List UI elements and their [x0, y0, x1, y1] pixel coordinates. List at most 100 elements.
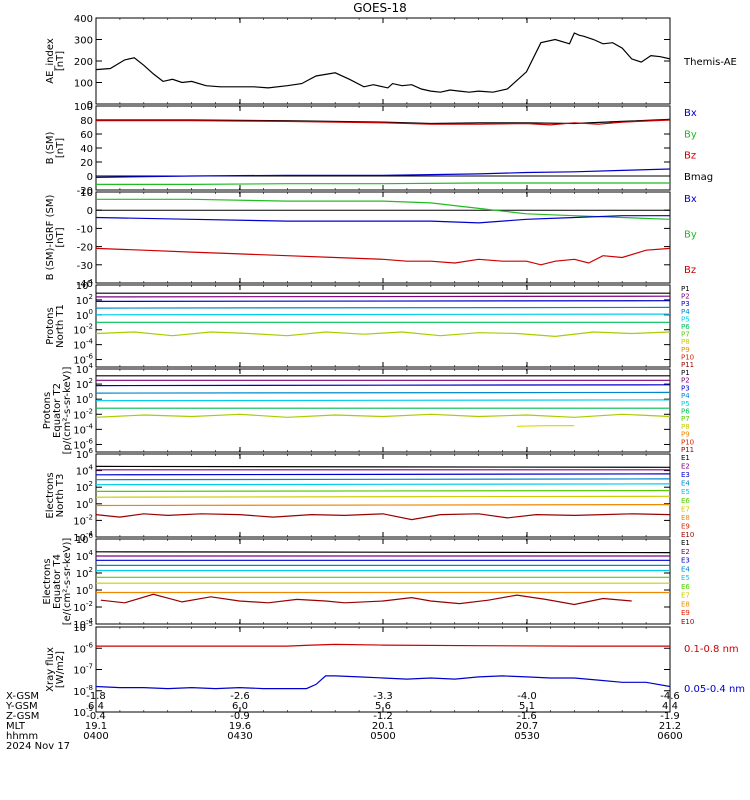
legend-entry: By — [684, 129, 697, 140]
y-tick-exponent: -4 — [86, 530, 94, 538]
page-title: GOES-18 — [353, 1, 407, 15]
y-tick-label: -30 — [77, 261, 93, 272]
y-tick-exponent: -4 — [86, 617, 94, 625]
panel-frame — [95, 191, 671, 284]
y-tick-exponent: 0 — [89, 497, 93, 505]
y-axis-label: Protons — [42, 392, 53, 429]
footer-value: 19.1 — [85, 721, 107, 732]
y-tick-exponent: 2 — [89, 566, 93, 574]
footer-value: 0530 — [514, 731, 539, 742]
legend-entry: E8 — [681, 514, 690, 522]
series-p7 — [96, 413, 670, 418]
y-tick-label: 10-2 — [73, 600, 93, 614]
legend-entry: 0.05-0.4 nm — [684, 684, 745, 695]
legend-entry: E4 — [681, 480, 690, 488]
y-axis-label: Equator T4 — [52, 554, 63, 609]
y-tick-exponent: -8 — [86, 684, 93, 692]
footer-value: -0.4 — [86, 711, 106, 722]
legend-entry: Bx — [684, 108, 697, 119]
series-e3 — [96, 473, 670, 476]
y-axis-label: North T1 — [55, 304, 66, 348]
legend-entry: P11 — [681, 361, 694, 369]
legend-entry: P2 — [681, 293, 690, 301]
footer-value: -4.6 — [660, 691, 680, 702]
y-axis-label: B (SM)-IGRF (SM) — [45, 195, 56, 281]
series-e1 — [96, 551, 670, 554]
legend-entry: Bx — [684, 194, 697, 205]
series-p4 — [96, 306, 670, 309]
y-tick-exponent: 0 — [89, 583, 93, 591]
y-tick-label: 100 — [74, 79, 93, 90]
y-tick-exponent: -2 — [86, 513, 93, 521]
legend-entry: E3 — [681, 471, 690, 479]
footer-value: 5.6 — [375, 701, 391, 712]
y-tick-exponent: 2 — [89, 377, 93, 385]
y-tick-exponent: -6 — [86, 353, 94, 361]
footer-value: 6.0 — [232, 701, 248, 712]
series-p3 — [96, 384, 670, 387]
series-e9 — [100, 593, 632, 606]
panel-frame — [95, 368, 671, 453]
y-axis-label: Xray flux — [45, 647, 56, 692]
y-tick-label: 0 — [87, 206, 93, 217]
footer-value: -4.0 — [517, 691, 537, 702]
y-tick-label: 102 — [76, 480, 93, 494]
legend-entry: P10 — [681, 353, 694, 361]
y-tick-exponent: 0 — [89, 392, 93, 400]
y-tick-label: 10-5 — [73, 620, 93, 634]
legend-entry: P1 — [681, 285, 690, 293]
y-tick-exponent: -7 — [86, 663, 93, 671]
legend-entry: P8 — [681, 423, 690, 431]
legend-entry: P3 — [681, 300, 690, 308]
series-p8 — [516, 425, 575, 427]
y-tick-label: 80 — [80, 116, 93, 127]
legend-entry: E5 — [681, 574, 690, 582]
y-tick-label: 10-2 — [73, 407, 93, 421]
y-tick-exponent: -2 — [86, 407, 93, 415]
y-tick-label: 10-6 — [73, 641, 93, 655]
y-tick-exponent: 0 — [89, 308, 93, 316]
y-axis-label: [p/(cm²-s-sr-keV)] — [62, 367, 73, 455]
series-p5 — [96, 313, 670, 316]
y-axis-label: [nT] — [55, 51, 66, 71]
y-axis-label: [nT] — [55, 227, 66, 247]
series-e7 — [96, 495, 670, 498]
y-tick-label: 104 — [76, 362, 94, 376]
series-bmag — [96, 118, 670, 125]
y-tick-label: -20 — [77, 186, 93, 197]
legend-entry: 0.1-0.8 nm — [684, 644, 739, 655]
legend-entry: E2 — [681, 463, 690, 471]
y-tick-label: 106 — [76, 532, 94, 546]
series-by — [96, 182, 670, 185]
footer-label-xgsm: X-GSM — [6, 691, 39, 702]
y-tick-label: 0 — [87, 172, 93, 183]
y-tick-label: 100 — [76, 497, 93, 511]
legend-entry: E8 — [681, 600, 690, 608]
legend-entry: P4 — [681, 308, 690, 316]
legend-entry: E10 — [681, 618, 694, 626]
series-e8 — [96, 504, 670, 507]
footer-value: 5.1 — [519, 701, 535, 712]
series-by — [96, 198, 670, 220]
y-tick-label: 100 — [76, 583, 93, 597]
y-tick-label: 102 — [76, 293, 93, 307]
footer-value: 19.6 — [229, 721, 251, 732]
y-tick-label: 106 — [76, 447, 94, 461]
legend-entry: E6 — [681, 497, 690, 505]
y-tick-exponent: -6 — [86, 641, 94, 649]
legend-entry: E1 — [681, 539, 690, 547]
legend-entry: P11 — [681, 446, 694, 454]
footer-label-hhmm: hhmm — [6, 731, 38, 742]
series-e1 — [96, 465, 670, 468]
y-axis-label: North T3 — [55, 474, 66, 518]
legend-entry: P7 — [681, 331, 690, 339]
footer-value: 4.4 — [662, 701, 678, 712]
legend-entry: Bz — [684, 265, 696, 276]
legend-entry: P10 — [681, 438, 694, 446]
